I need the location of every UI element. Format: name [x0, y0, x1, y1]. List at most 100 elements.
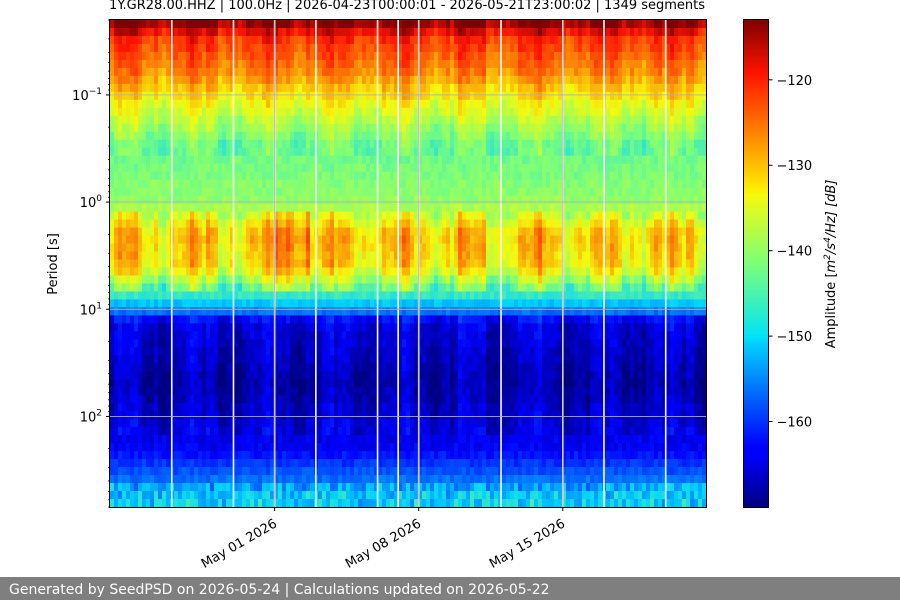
heatmap-cell [334, 115, 339, 125]
heatmap-cell [150, 91, 155, 101]
heatmap-cell [202, 51, 207, 61]
heatmap-cell [262, 227, 267, 237]
heatmap-cell [362, 219, 367, 229]
heatmap-cell [226, 323, 231, 332]
heatmap-cell [342, 107, 347, 117]
heatmap-cell [422, 331, 427, 340]
heatmap-cell [254, 83, 259, 93]
heatmap-cell [298, 83, 303, 93]
heatmap-cell [366, 267, 371, 277]
heatmap-cell [394, 267, 399, 277]
heatmap-cell [214, 115, 219, 125]
heatmap-cell [242, 20, 247, 29]
heatmap-cell [338, 307, 343, 316]
heatmap-cell [122, 323, 127, 332]
heatmap-cell [334, 427, 339, 436]
heatmap-cell [258, 459, 263, 468]
heatmap-cell [302, 163, 307, 173]
heatmap-cell [430, 235, 435, 245]
heatmap-cell [134, 219, 139, 229]
heatmap-cell [290, 395, 295, 404]
heatmap-cell [278, 203, 283, 213]
heatmap-cell [306, 411, 311, 420]
heatmap-cell [174, 467, 179, 476]
heatmap-cell [330, 235, 335, 245]
heatmap-cell [254, 43, 259, 53]
heatmap-cell [110, 411, 115, 420]
heatmap-cell [318, 355, 323, 364]
heatmap-cell [298, 411, 303, 420]
heatmap-cell [262, 235, 267, 245]
heatmap-cell [110, 139, 115, 149]
heatmap-cell [226, 291, 231, 301]
heatmap-cell [414, 107, 419, 117]
heatmap-cell [210, 427, 215, 436]
heatmap-cell [246, 491, 251, 500]
heatmap-cell [394, 235, 399, 245]
heatmap-cell [414, 379, 419, 388]
heatmap-cell [174, 139, 179, 149]
heatmap-cell [374, 355, 379, 364]
heatmap-cell [434, 291, 439, 301]
heatmap-cell [378, 299, 383, 309]
heatmap-cell [158, 475, 163, 484]
heatmap-cell [114, 227, 119, 237]
heatmap-cell [414, 227, 419, 237]
heatmap-cell [390, 163, 395, 173]
heatmap-cell [150, 307, 155, 316]
heatmap-cell [334, 20, 339, 29]
heatmap-cell [158, 299, 163, 309]
heatmap-cell [266, 419, 271, 428]
heatmap-cell [206, 203, 211, 213]
heatmap-cell [218, 291, 223, 301]
heatmap-cell [342, 379, 347, 388]
heatmap-cell [354, 283, 359, 293]
heatmap-cell [142, 371, 147, 380]
heatmap-cell [362, 363, 367, 372]
heatmap-cell [126, 323, 131, 332]
heatmap-cell [338, 75, 343, 85]
heatmap-cell [134, 499, 139, 508]
heatmap-cell [150, 387, 155, 396]
heatmap-cell [374, 235, 379, 245]
heatmap-cell [414, 219, 419, 229]
heatmap-cell [286, 363, 291, 372]
heatmap-cell [238, 251, 243, 261]
heatmap-cell [434, 339, 439, 348]
heatmap-cell [282, 443, 287, 452]
heatmap-cell [354, 67, 359, 77]
heatmap-cell [254, 339, 259, 348]
heatmap-cell [330, 475, 335, 484]
heatmap-cell [110, 131, 115, 141]
heatmap-cell [194, 163, 199, 173]
heatmap-cell [310, 139, 315, 149]
heatmap-cell [234, 475, 239, 484]
heatmap-cell [234, 35, 239, 45]
heatmap-cell [154, 331, 159, 340]
heatmap-cell [274, 307, 279, 316]
heatmap-cell [194, 227, 199, 237]
heatmap-cell [214, 403, 219, 412]
heatmap-cell [410, 211, 415, 221]
heatmap-cell [338, 227, 343, 237]
heatmap-cell [386, 51, 391, 61]
heatmap-cell [278, 323, 283, 332]
heatmap-cell [194, 155, 199, 165]
heatmap-cell [154, 251, 159, 261]
heatmap-cell [318, 131, 323, 141]
heatmap-cell [266, 291, 271, 301]
heatmap-cell [138, 459, 143, 468]
heatmap-cell [158, 251, 163, 261]
heatmap-cell [362, 235, 367, 245]
heatmap-cell [174, 67, 179, 77]
heatmap-cell [222, 331, 227, 340]
heatmap-cell [318, 91, 323, 101]
heatmap-cell [358, 67, 363, 77]
heatmap-cell [374, 395, 379, 404]
heatmap-cell [122, 443, 127, 452]
heatmap-cell [290, 355, 295, 364]
heatmap-cell [158, 363, 163, 372]
heatmap-cell [130, 91, 135, 101]
heatmap-cell [350, 435, 355, 444]
heatmap-cell [250, 251, 255, 261]
